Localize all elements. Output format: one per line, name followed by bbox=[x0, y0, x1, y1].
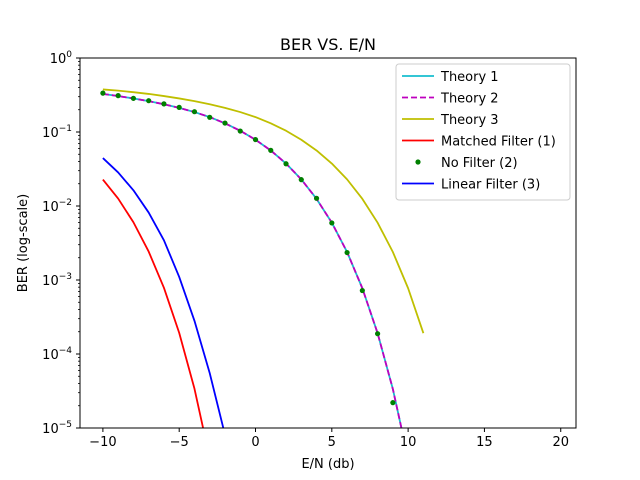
series-4-point bbox=[390, 400, 396, 406]
series-4-point bbox=[130, 95, 137, 101]
x-tick-label: 20 bbox=[552, 435, 569, 450]
series-4-point bbox=[100, 90, 106, 96]
legend-marker bbox=[415, 159, 421, 165]
series-5-line bbox=[102, 157, 225, 428]
series-4-point bbox=[329, 220, 335, 226]
y-axis-label: BER (log-scale) bbox=[16, 194, 31, 292]
x-tick-label: 5 bbox=[328, 435, 336, 450]
series-4-point bbox=[344, 249, 350, 256]
series-4-point bbox=[252, 136, 259, 143]
y-tick-label: 100 bbox=[50, 50, 73, 67]
series-4-point bbox=[222, 120, 228, 126]
y-tick-label: 10−3 bbox=[42, 272, 72, 289]
series-layer bbox=[100, 88, 425, 428]
series-4-point bbox=[176, 104, 182, 110]
series-4-point bbox=[146, 98, 152, 104]
x-tick-label: −5 bbox=[170, 435, 189, 450]
legend-box bbox=[395, 63, 571, 201]
x-tick-label: 0 bbox=[251, 435, 259, 450]
series-1-line bbox=[102, 93, 403, 428]
series-4-point bbox=[298, 177, 304, 183]
series-4-point bbox=[191, 109, 198, 115]
axes-frame bbox=[79, 57, 577, 429]
y-tick-label: 10−5 bbox=[42, 420, 72, 437]
series-3-line bbox=[102, 178, 205, 428]
series-4-point bbox=[268, 147, 274, 153]
y-tick-label: 10−4 bbox=[42, 346, 72, 363]
series-4-point bbox=[283, 161, 289, 167]
legend-label: Theory 3 bbox=[440, 113, 499, 128]
legend-label: Theory 1 bbox=[440, 70, 499, 85]
legend-label: Theory 2 bbox=[440, 92, 499, 107]
x-axis-label: E/N (db) bbox=[301, 457, 354, 472]
series-2-line bbox=[102, 88, 425, 334]
chart-title: BER VS. E/N bbox=[280, 35, 376, 54]
x-tick-label: −10 bbox=[89, 435, 116, 450]
x-tick-label: 10 bbox=[400, 435, 417, 450]
series-4-point bbox=[207, 114, 213, 120]
legend-label: Linear Filter (3) bbox=[441, 178, 540, 193]
legend: Theory 1 Theory 2 Theory 3 Matched Filter (… bbox=[395, 63, 571, 201]
x-tick-label: 15 bbox=[476, 435, 493, 450]
y-tick-label: 10−2 bbox=[42, 198, 72, 215]
series-4-point bbox=[359, 287, 365, 294]
series-4-point bbox=[375, 331, 381, 337]
y-tick-label: 10−1 bbox=[42, 124, 72, 141]
series-4-point bbox=[313, 195, 320, 201]
series-4-point bbox=[115, 93, 121, 99]
axes-layer: −10 −5 0 5 10 15 20 10−5 10−4 10−3 10−2 10−1 100 bbox=[42, 50, 577, 450]
legend-label: Matched Filter (1) bbox=[441, 135, 556, 150]
series-4-point bbox=[161, 101, 167, 107]
series-4-point bbox=[237, 128, 243, 134]
legend-label: No Filter (2) bbox=[441, 156, 518, 171]
